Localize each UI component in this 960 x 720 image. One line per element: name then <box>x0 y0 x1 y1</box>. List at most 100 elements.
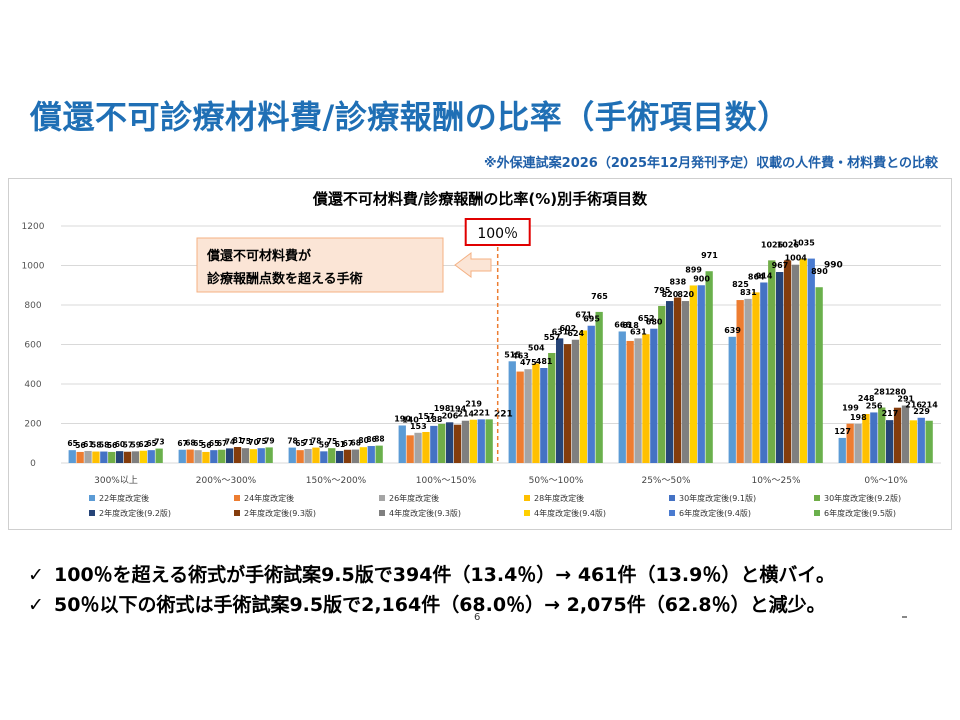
bar <box>414 432 422 463</box>
bar-chart: 償還不可材料費/診療報酬の比率(%)別手術項目数 0 200 400 600 800 100… <box>22 190 941 518</box>
legend-swatch <box>89 510 95 516</box>
data-label: 56 <box>107 441 117 450</box>
data-label: 671 <box>575 310 592 319</box>
legend-label: 28年度改定後 <box>534 493 584 503</box>
category-label: 150%～200% <box>306 476 367 486</box>
category-label: 10%～25% <box>751 476 800 486</box>
data-label: 78 <box>287 437 297 446</box>
legend-label: 4年度改定後(9.3版) <box>389 508 461 518</box>
data-label: 57 <box>123 441 133 450</box>
bar <box>650 328 658 463</box>
bar <box>139 450 147 463</box>
bar <box>563 344 572 463</box>
bar <box>446 422 454 463</box>
bar <box>76 451 84 463</box>
conclusion-text: 100％を超える術式が手術試案9.5版で394件（13.4％）→ 461件（13… <box>54 564 835 586</box>
data-label: 58 <box>99 441 109 450</box>
data-label: 899 <box>685 265 702 274</box>
bar <box>736 300 744 463</box>
data-label: 153 <box>410 422 427 431</box>
data-label: 652 <box>638 314 655 323</box>
bar <box>705 271 713 463</box>
data-label: 71 <box>303 438 313 447</box>
bar <box>901 405 910 463</box>
data-label: 864 <box>748 272 765 281</box>
y-tick-label: 200 <box>24 420 41 430</box>
data-label: 61 <box>335 440 345 449</box>
bar <box>249 449 257 463</box>
bar <box>123 451 132 463</box>
data-label: 65 <box>193 439 203 448</box>
bar <box>799 258 807 463</box>
bar <box>776 272 784 463</box>
bar <box>760 282 768 463</box>
callout-line: 償還不可材料費が <box>206 248 311 264</box>
bar <box>265 447 273 463</box>
conclusion-item: ✓ 50％以下の術式は手術試案9.5版で2,164件（68.0％）→ 2,075件… <box>28 590 835 620</box>
data-label: 971 <box>701 251 718 260</box>
data-label: 618 <box>622 321 639 330</box>
data-label: 80 <box>358 436 368 445</box>
data-label: 217 <box>882 409 899 418</box>
bar <box>508 361 516 463</box>
data-label: 1035 <box>793 239 816 248</box>
data-label: 65 <box>209 439 219 448</box>
bar <box>288 447 296 463</box>
conclusions: ✓ 100％を超える術式が手術試案9.5版で394件（13.4％）→ 461件（1… <box>28 560 835 620</box>
legend-label: 6年度改定後(9.4版) <box>679 508 751 518</box>
y-tick-label: 600 <box>24 341 41 351</box>
data-label: 198 <box>434 404 451 413</box>
legend-swatch <box>379 495 385 501</box>
data-label: 631 <box>630 327 647 336</box>
category-label: 100%～150% <box>416 476 477 486</box>
bar <box>343 449 352 463</box>
data-label: 190 <box>394 414 411 423</box>
bar <box>634 338 642 463</box>
data-label: 62 <box>138 440 148 449</box>
bar <box>728 336 736 463</box>
bar <box>862 414 870 463</box>
bar <box>854 423 862 463</box>
data-label: 890 <box>811 267 828 276</box>
arrow-left-icon <box>454 252 492 278</box>
bar <box>218 449 226 463</box>
category-label: 200%～300% <box>196 476 257 486</box>
bar <box>626 340 634 463</box>
bar <box>461 420 470 463</box>
bar <box>147 450 155 463</box>
data-label: 67 <box>217 439 227 448</box>
bar <box>68 450 76 463</box>
y-tick-label: 1000 <box>22 262 45 272</box>
legend-swatch <box>814 495 820 501</box>
data-label: 820 <box>662 290 679 299</box>
slide-title: 償還不可診療材料費/診療報酬の比率（手術項目数） <box>30 98 790 136</box>
legend-label: 26年度改定後 <box>389 493 439 503</box>
data-label: 78 <box>311 437 321 446</box>
bar <box>100 451 108 463</box>
data-label: 75 <box>327 437 337 446</box>
data-label: 79 <box>264 436 274 445</box>
bar <box>477 419 485 463</box>
bar <box>359 447 367 463</box>
bar <box>893 407 902 463</box>
bar <box>532 363 540 463</box>
data-label: 65 <box>146 439 156 448</box>
data-label: 60 <box>115 440 125 449</box>
bar <box>202 451 210 463</box>
conclusion-text: 50％以下の術式は手術試案9.5版で2,164件（68.0％）→ 2,075件（… <box>54 594 826 616</box>
bar <box>673 297 682 463</box>
legend-swatch <box>524 510 530 516</box>
check-icon: ✓ <box>28 564 44 586</box>
data-label: 280 <box>889 388 906 397</box>
bar <box>186 449 194 463</box>
legend-label: 22年度改定後 <box>99 493 149 503</box>
bar <box>878 407 886 463</box>
bar <box>398 425 406 463</box>
data-label: 1026 <box>761 240 784 249</box>
bar <box>595 311 603 463</box>
bar <box>438 423 446 463</box>
data-label: 900 <box>693 274 710 283</box>
data-label: 74 <box>225 437 235 446</box>
bar <box>579 330 587 463</box>
threshold-box <box>464 218 531 246</box>
